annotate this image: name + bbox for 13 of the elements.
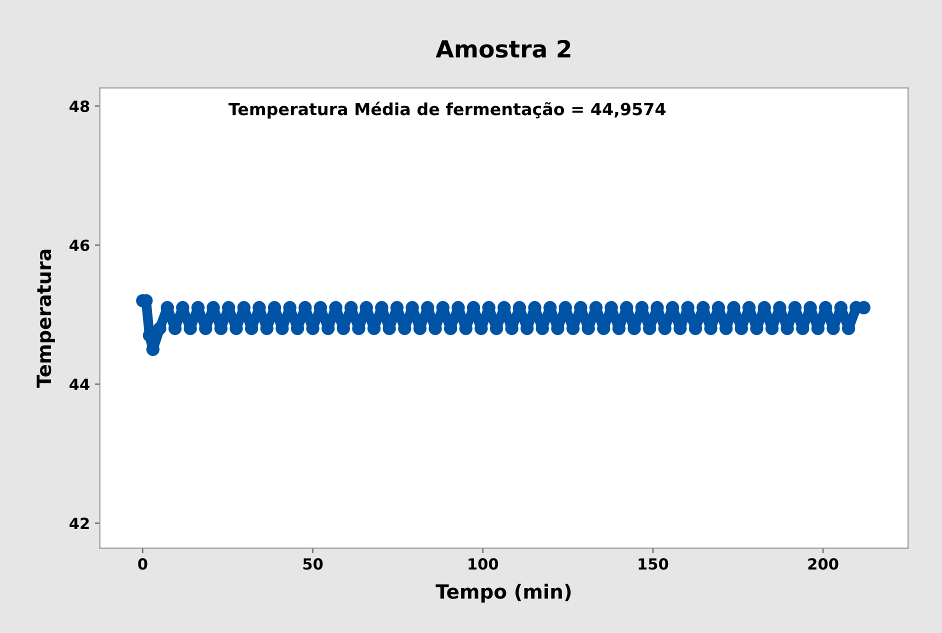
y-axis-title: Temperatura <box>36 250 55 388</box>
x-axis-title: Tempo (min) <box>436 584 571 603</box>
x-tick-label: 0 <box>138 558 148 570</box>
y-tick-label: 48 <box>70 100 90 112</box>
x-tick-label: 50 <box>303 558 323 570</box>
y-tick-label: 42 <box>70 518 89 529</box>
x-tick-label: 200 <box>808 558 838 570</box>
y-tick-label: 46 <box>70 240 90 252</box>
x-tick-label: 100 <box>468 558 498 570</box>
annotation: Temperatura Média de fermentação = 44,9574 <box>228 102 666 119</box>
chart-title: Amostra 2 <box>436 40 570 58</box>
y-tick-label: 44 <box>70 378 90 390</box>
x-tick-label: 150 <box>638 558 668 570</box>
